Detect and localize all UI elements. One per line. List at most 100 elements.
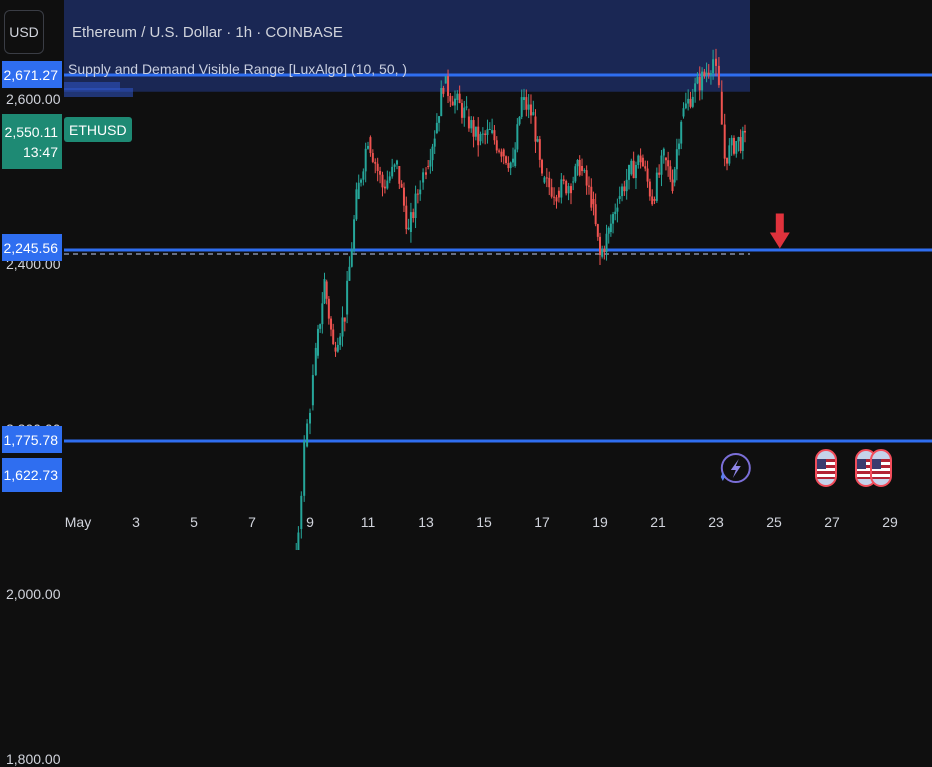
candle-body — [555, 197, 558, 202]
candle-body — [730, 137, 733, 146]
candle-body — [529, 104, 532, 116]
candle-body — [311, 375, 314, 406]
candle-body — [427, 166, 430, 167]
candle-body — [346, 280, 349, 315]
candle-body — [472, 120, 475, 137]
x-tick-label: 3 — [132, 514, 140, 530]
candle-body — [422, 172, 425, 183]
candle-body — [407, 227, 410, 230]
candle-body — [648, 181, 651, 197]
candle-body — [334, 347, 337, 352]
candle-body — [353, 219, 356, 250]
candle-body — [614, 211, 617, 215]
candle-body — [416, 193, 419, 195]
candle-body — [632, 160, 635, 179]
candle-body — [502, 149, 505, 157]
candle-body — [425, 172, 427, 175]
candle-body — [374, 161, 377, 164]
price-chart[interactable] — [0, 0, 932, 550]
candle-body — [447, 76, 450, 96]
lightning-bolt-icon — [730, 459, 741, 478]
us-flag-event-icon[interactable] — [869, 449, 892, 487]
x-tick-label: 25 — [766, 514, 782, 530]
candle-body — [486, 129, 489, 135]
x-tick-label: 29 — [882, 514, 898, 530]
candle-body — [673, 169, 676, 183]
candle-body — [621, 186, 624, 197]
y-tick-label: 1,800.00 — [6, 751, 61, 767]
candle-body — [618, 196, 621, 199]
candle-body — [720, 91, 723, 125]
candle-body — [500, 151, 503, 157]
indicator-label[interactable]: Supply and Demand Visible Range [LuxAlgo… — [68, 61, 408, 77]
candle-body — [534, 116, 537, 142]
candle-body — [493, 130, 496, 141]
candle-body — [581, 166, 584, 171]
candle-body — [574, 166, 577, 182]
countdown-value: 13:47 — [22, 143, 58, 160]
candle-body — [460, 103, 463, 118]
candle-body — [587, 185, 590, 187]
candle-body — [578, 159, 581, 176]
candle-body — [341, 317, 344, 337]
candle-body — [507, 163, 510, 169]
candle-body — [350, 249, 353, 267]
candle-body — [409, 212, 412, 232]
candle-body — [369, 137, 372, 154]
candle-body — [458, 93, 461, 104]
candle-body — [477, 126, 480, 146]
candle-body — [355, 189, 358, 220]
candle-body — [336, 344, 339, 352]
candle-body — [541, 159, 543, 174]
candle-body — [628, 164, 630, 180]
candle-body — [442, 87, 445, 94]
candle-body — [405, 205, 408, 230]
candle-body — [525, 97, 528, 110]
down-arrow-shaft — [775, 213, 784, 234]
us-flag-event-icon[interactable] — [814, 449, 837, 487]
candle-body — [644, 166, 647, 169]
candle-body — [562, 179, 565, 181]
candle-body — [630, 160, 633, 175]
price-tag-upper: 2,671.27 — [2, 61, 62, 88]
candle-body — [400, 183, 403, 188]
candle-body — [402, 187, 405, 206]
symbol-tag: ETHUSD — [64, 117, 132, 142]
x-tick-label: 5 — [190, 514, 198, 530]
candle-body — [675, 149, 678, 170]
candle-body — [691, 96, 694, 107]
candle-body — [637, 155, 640, 165]
candle-body — [603, 249, 606, 253]
candle-body — [518, 116, 521, 125]
candle-body — [705, 72, 708, 76]
candle-body — [495, 140, 498, 151]
candle-body — [680, 121, 683, 144]
candle-body — [557, 190, 560, 198]
candle-body — [527, 104, 530, 110]
candle-body — [669, 166, 672, 180]
candle-body — [438, 116, 441, 123]
candle-body — [660, 155, 663, 175]
candle-body — [605, 233, 608, 253]
candle-body — [440, 87, 443, 117]
candle-body — [364, 148, 367, 172]
x-tick-label: May — [64, 514, 92, 530]
candle-body — [726, 157, 729, 164]
candle-body — [431, 146, 434, 161]
candle-body — [553, 196, 556, 198]
price-tag-bottom: 1,622.73 — [2, 458, 62, 492]
candle-body — [732, 137, 735, 154]
candle-body — [538, 139, 541, 160]
candle-body — [393, 164, 396, 167]
candle-body — [297, 532, 300, 550]
currency-button[interactable]: USD — [4, 10, 44, 54]
candle-body — [523, 97, 526, 100]
candle-body — [330, 318, 333, 330]
candle-body — [391, 166, 394, 177]
down-arrow-head — [769, 232, 790, 249]
candle-body — [739, 137, 742, 151]
candle-body — [325, 281, 328, 299]
candle-body — [454, 98, 456, 106]
candle-body — [512, 158, 514, 163]
